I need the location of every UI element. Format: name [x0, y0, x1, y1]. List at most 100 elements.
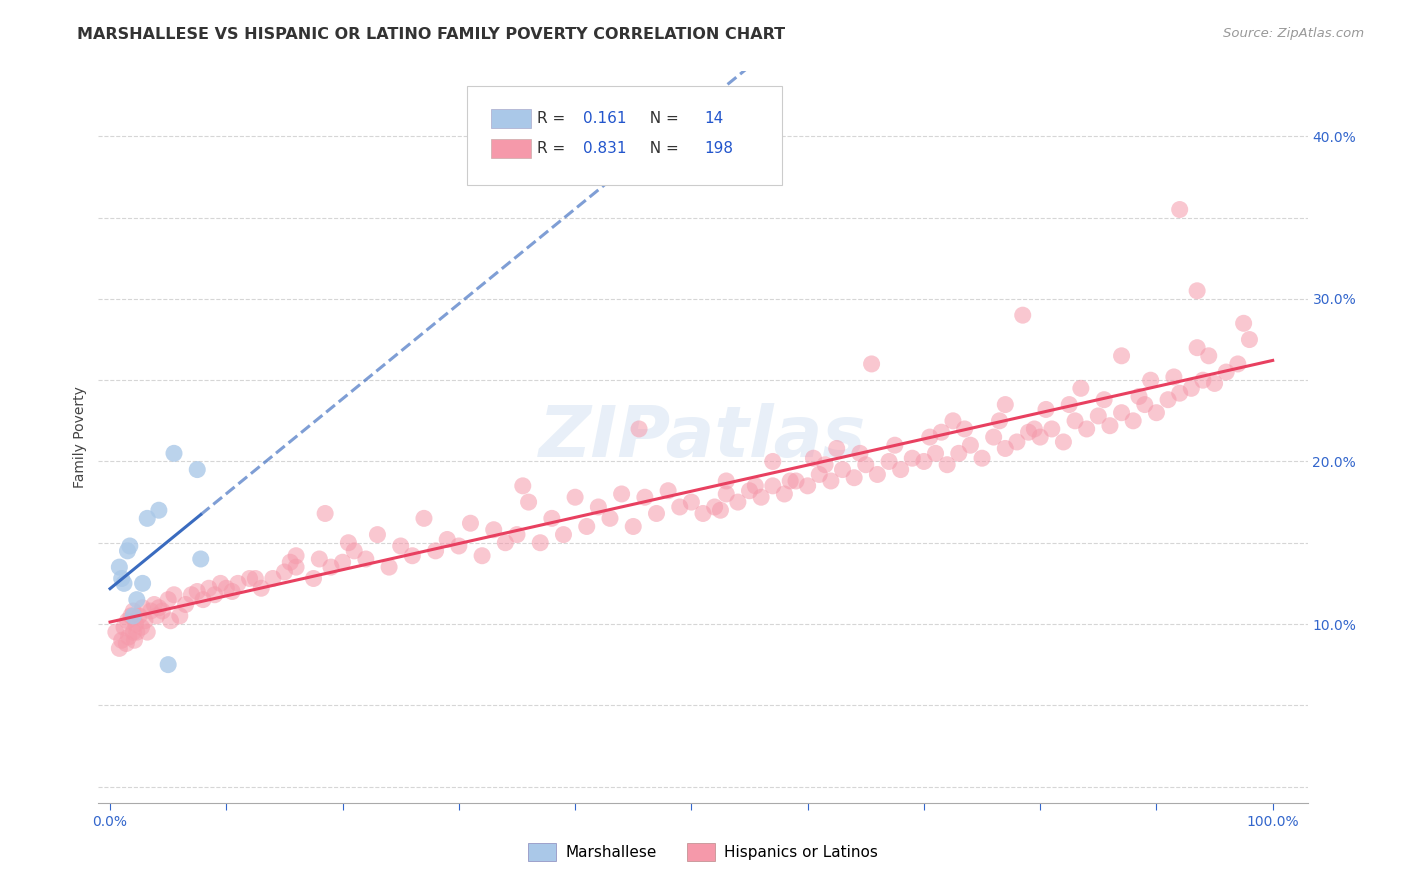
Text: 0.831: 0.831 [583, 141, 627, 156]
Point [820, 474, 842, 488]
Point [215, 581, 238, 595]
Point [1168, 202, 1191, 217]
Point [354, 552, 377, 566]
Point [124, 617, 146, 632]
Text: 198: 198 [704, 141, 733, 156]
FancyBboxPatch shape [467, 86, 782, 185]
Text: MARSHALLESE VS HISPANIC OR LATINO FAMILY POVERTY CORRELATION CHART: MARSHALLESE VS HISPANIC OR LATINO FAMILY… [77, 27, 786, 42]
Point [844, 471, 866, 485]
Point [134, 614, 156, 628]
Point [1122, 414, 1144, 428]
Text: Source: ZipAtlas.com: Source: ZipAtlas.com [1223, 27, 1364, 40]
Point [849, 446, 872, 460]
Point [125, 625, 148, 640]
Point [716, 487, 738, 501]
Point [112, 620, 135, 634]
Point [1040, 422, 1063, 436]
Point [959, 438, 981, 452]
Point [1005, 434, 1028, 449]
Point [912, 454, 935, 468]
Point [159, 614, 181, 628]
Point [877, 454, 900, 468]
Point [738, 483, 761, 498]
Point [645, 507, 668, 521]
FancyBboxPatch shape [492, 110, 531, 128]
Point [796, 479, 818, 493]
Point [278, 555, 301, 569]
Point [180, 588, 202, 602]
Point [1233, 316, 1256, 330]
Point [1144, 406, 1167, 420]
Point [575, 519, 598, 533]
Point [163, 588, 186, 602]
Point [988, 414, 1011, 428]
Point [239, 572, 262, 586]
Point [814, 458, 837, 472]
Point [425, 544, 447, 558]
Point [378, 560, 401, 574]
Point [1168, 386, 1191, 401]
Point [1204, 376, 1226, 391]
Point [148, 503, 170, 517]
Point [599, 511, 621, 525]
Point [703, 500, 725, 514]
Point [749, 490, 772, 504]
Point [285, 549, 308, 563]
Legend: Marshallese, Hispanics or Latinos: Marshallese, Hispanics or Latinos [520, 836, 886, 868]
Point [1192, 373, 1215, 387]
Point [1035, 402, 1057, 417]
Point [803, 451, 825, 466]
Point [447, 539, 470, 553]
Point [779, 474, 801, 488]
Point [831, 462, 853, 476]
Point [401, 549, 423, 563]
Point [1215, 365, 1237, 379]
Point [657, 483, 679, 498]
Point [108, 560, 131, 574]
Point [994, 442, 1017, 456]
Point [190, 552, 212, 566]
Point [157, 657, 180, 672]
Point [564, 490, 586, 504]
Point [924, 446, 946, 460]
Point [762, 454, 785, 468]
Point [122, 608, 145, 623]
Point [860, 357, 883, 371]
Point [931, 425, 953, 440]
Point [139, 604, 162, 618]
Point [124, 633, 146, 648]
Point [1198, 349, 1220, 363]
Point [111, 633, 134, 648]
Point [125, 592, 148, 607]
Point [494, 535, 516, 549]
Point [948, 446, 970, 460]
Point [337, 535, 360, 549]
Point [709, 503, 731, 517]
Point [1226, 357, 1249, 371]
Point [553, 527, 575, 541]
Point [825, 442, 848, 456]
Point [131, 576, 153, 591]
Point [727, 495, 749, 509]
Point [785, 474, 807, 488]
Point [148, 600, 170, 615]
Point [112, 576, 135, 591]
Point [191, 592, 214, 607]
Point [621, 519, 644, 533]
Point [517, 495, 540, 509]
Text: R =: R = [537, 141, 571, 156]
Point [668, 500, 690, 514]
Point [588, 500, 610, 514]
Point [226, 576, 249, 591]
Point [250, 581, 273, 595]
Point [186, 462, 208, 476]
Point [540, 511, 562, 525]
Point [692, 507, 714, 521]
Point [634, 490, 657, 504]
Point [118, 539, 141, 553]
Point [163, 446, 186, 460]
Point [157, 592, 180, 607]
Point [186, 584, 208, 599]
Point [131, 600, 153, 615]
Point [143, 598, 166, 612]
